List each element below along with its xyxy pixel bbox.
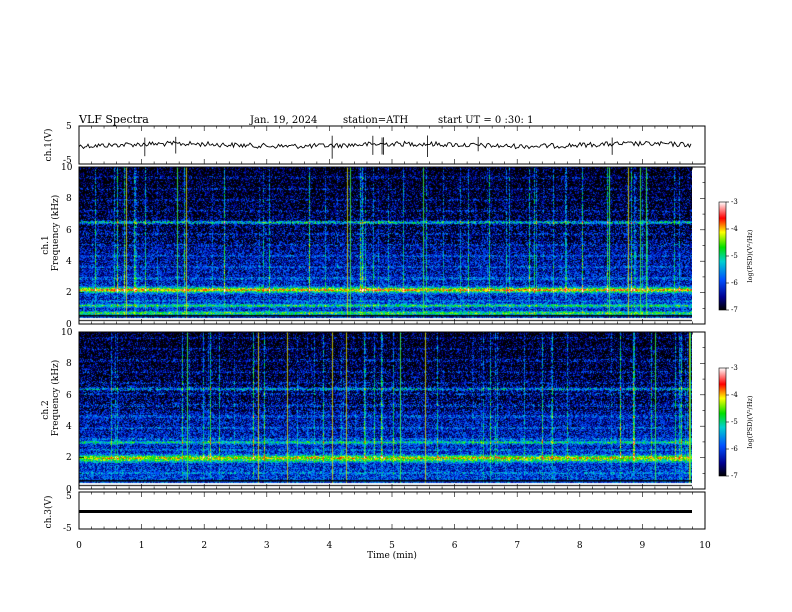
ch2-freq-tick-labels: 0 2 4 6 8 10: [61, 328, 73, 495]
ch1-freq-tick-8: 8: [66, 194, 72, 204]
ch1-spectrogram-ylabel-line2: Frequency (kHz): [50, 195, 61, 272]
x-tick-5: 5: [389, 541, 395, 551]
ch2-cb-tick-m3: -3: [731, 364, 738, 372]
ch3-ytick-top: 5: [66, 492, 72, 502]
ch1-freq-tick-labels: 0 2 4 6 8 10: [61, 163, 73, 330]
ch1-waveform-spikes: [144, 135, 613, 159]
ch1-cb-tick-m7: -7: [731, 306, 738, 314]
x-tick-8: 8: [577, 541, 583, 551]
ch3-ytick-bottom: -5: [63, 524, 72, 534]
x-tick-labels: 0 1 2 3 4 5 6 7 8 9 10: [76, 541, 711, 551]
ch2-freq-tick-6: 6: [66, 391, 72, 401]
ch1-cb-tick-m5: -5: [731, 252, 738, 260]
ch1-freq-tick-6: 6: [66, 226, 72, 236]
ch1-cb-tick-m6: -6: [731, 279, 738, 287]
ch2-colorbar-label: log(PSD)(V²/Hz): [746, 395, 754, 448]
ch1-waveform-line: [78, 140, 692, 150]
ch2-cb-tick-m6: -6: [731, 445, 738, 453]
x-tick-7: 7: [514, 541, 520, 551]
x-axis-ticks: [78, 126, 706, 529]
ch2-cb-tick-m4: -4: [731, 391, 738, 399]
ch2-spectrogram-ylabel-line2: Frequency (kHz): [50, 360, 61, 437]
ch1-cb-tick-m4: -4: [731, 225, 738, 233]
ch1-colorbar-ticks: -3 -4 -5 -6 -7: [726, 198, 738, 314]
ch2-cb-tick-m5: -5: [731, 418, 738, 426]
ch1-freq-tick-10: 10: [61, 163, 73, 173]
x-tick-6: 6: [452, 541, 458, 551]
ch2-freq-tick-8: 8: [66, 359, 72, 369]
ch1-colorbar-label: log(PSD)(V²/Hz): [746, 229, 754, 282]
y-axis-tick-marks: [79, 166, 705, 490]
x-tick-10: 10: [699, 541, 711, 551]
ch1-ytick-top: 5: [66, 122, 72, 132]
ch2-colorbar-ticks: -3 -4 -5 -6 -7: [726, 364, 738, 480]
ch2-cb-tick-m7: -7: [731, 472, 738, 480]
header-date: Jan. 19, 2024: [249, 115, 317, 126]
ch1-ytick-bottom: -5: [63, 156, 72, 166]
ch2-freq-tick-10: 10: [61, 328, 73, 338]
x-tick-0: 0: [76, 541, 82, 551]
ch2-freq-tick-4: 4: [66, 422, 72, 432]
ch1-freq-tick-4: 4: [66, 257, 72, 267]
x-axis-label: Time (min): [367, 550, 417, 561]
x-tick-1: 1: [139, 541, 145, 551]
ch2-spectrogram-ylabel-line1: ch.2: [41, 400, 51, 419]
ch2-colorbar: [718, 367, 727, 477]
ch1-waveform-ylabel: ch.1(V): [43, 129, 54, 162]
ch2-freq-tick-2: 2: [66, 453, 72, 463]
ch3-waveform-ylabel: ch.3(V): [43, 496, 54, 529]
ch1-freq-tick-0: 0: [66, 320, 72, 330]
ch2-freq-tick-0: 0: [66, 485, 72, 495]
x-tick-9: 9: [640, 541, 646, 551]
x-tick-2: 2: [201, 541, 207, 551]
x-tick-4: 4: [327, 541, 333, 551]
ch2-spectrogram-frame: [78, 331, 706, 490]
x-tick-3: 3: [264, 541, 270, 551]
ch1-spectrogram-image: [79, 167, 692, 324]
ch1-spectrogram-ylabel-line1: ch.1: [41, 235, 51, 254]
ch3-waveform-line: [79, 510, 692, 513]
ch2-spectrogram-image: [79, 332, 692, 489]
ch1-spectrogram-frame: [78, 166, 706, 325]
ch1-colorbar: [718, 201, 727, 311]
figure-title: VLF Spectra: [78, 113, 149, 126]
header-station: station=ATH: [343, 115, 409, 126]
ch1-cb-tick-m3: -3: [731, 198, 738, 206]
ch1-freq-tick-2: 2: [66, 288, 72, 298]
header-start-ut: start UT = 0 :30: 1: [438, 115, 533, 126]
